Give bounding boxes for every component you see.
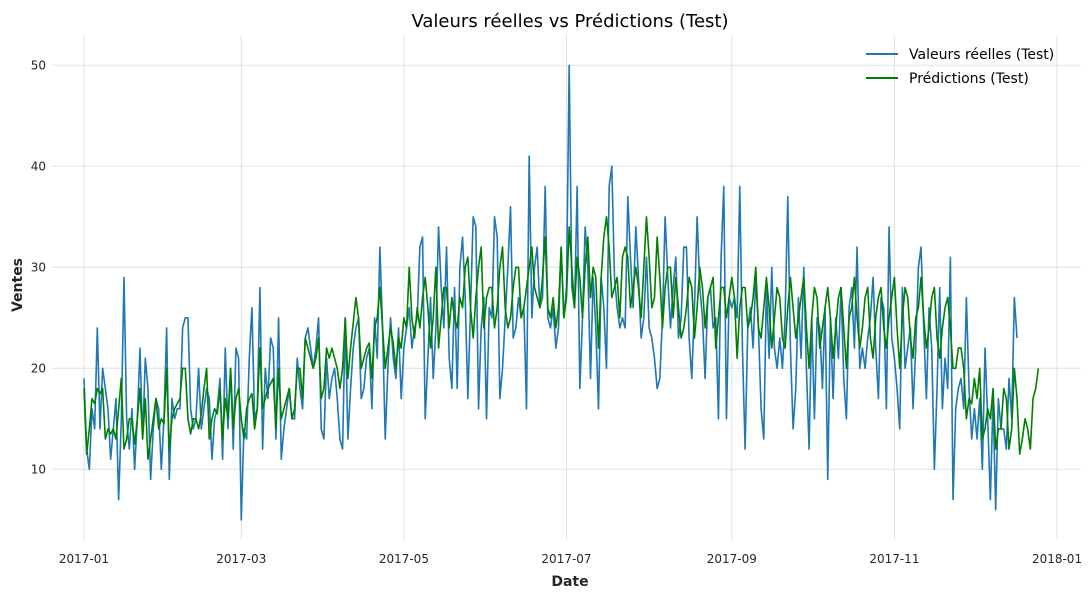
legend: Valeurs réelles (Test) Prédictions (Test… — [866, 47, 1054, 87]
series-line-predicted — [83, 216, 1040, 461]
x-axis-title: Date — [551, 574, 588, 590]
x-tick-label: 2017-01 — [59, 552, 109, 566]
series-lines — [83, 64, 1040, 521]
legend-label-predicted: Prédictions (Test) — [909, 71, 1029, 87]
y-tick-labels: 10 20 30 40 50 — [31, 58, 46, 476]
y-gridlines — [52, 64, 1081, 470]
x-tick-label: 2018-01 — [1032, 552, 1082, 566]
x-tick-label: 2017-03 — [216, 552, 266, 566]
y-tick-label: 50 — [31, 58, 46, 72]
x-tick-label: 2017-07 — [541, 552, 591, 566]
series-line-actual — [83, 64, 1018, 521]
y-tick-label: 20 — [31, 361, 46, 375]
legend-label-actual: Valeurs réelles (Test) — [909, 47, 1054, 63]
x-tick-label: 2017-11 — [869, 552, 919, 566]
x-tick-labels: 2017-01 2017-03 2017-05 2017-07 2017-09 2017-… — [59, 552, 1082, 566]
y-tick-label: 30 — [31, 260, 46, 274]
y-tick-label: 10 — [31, 462, 46, 476]
chart-title: Valeurs réelles vs Prédictions (Test) — [411, 11, 728, 32]
x-tick-label: 2017-09 — [707, 552, 757, 566]
x-tick-label: 2017-05 — [379, 552, 429, 566]
y-tick-label: 40 — [31, 159, 46, 173]
y-axis-title: Ventes — [10, 258, 26, 312]
